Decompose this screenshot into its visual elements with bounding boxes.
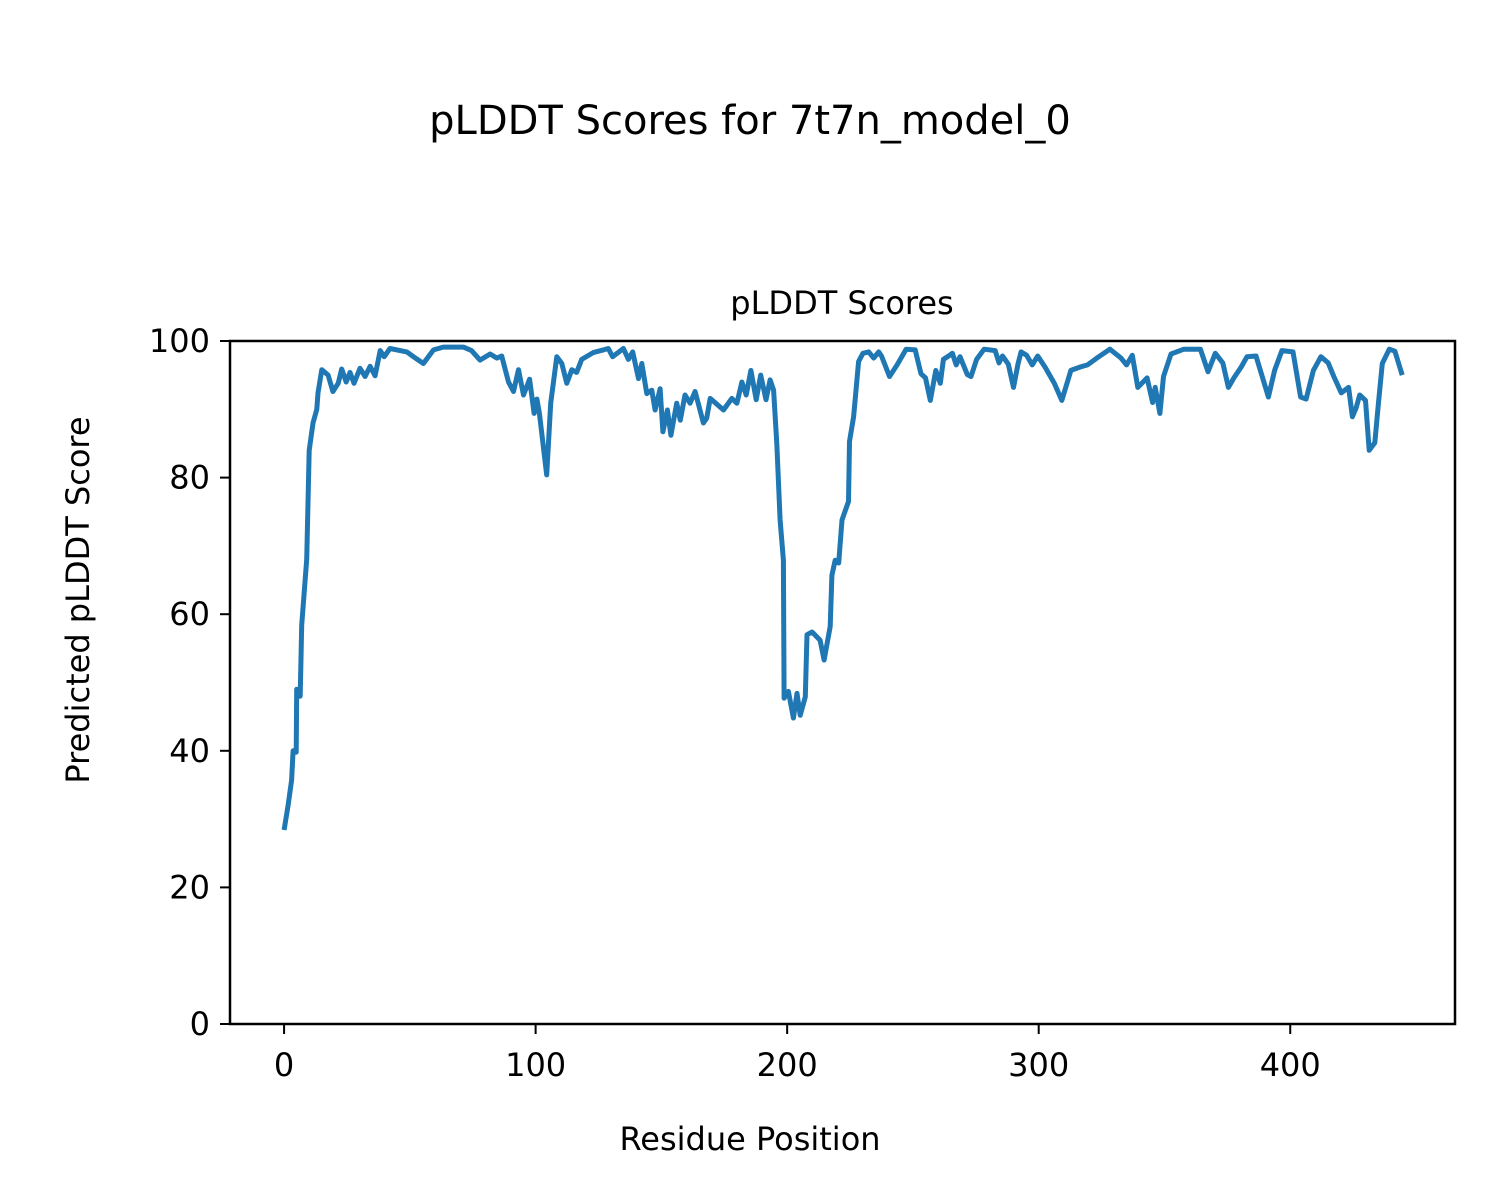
x-tick-label: 100 <box>505 1046 566 1084</box>
y-tick-label: 100 <box>149 322 210 360</box>
axes-title: pLDDT Scores <box>730 284 953 322</box>
x-axis: 0 100 200 300 400 <box>274 1024 1321 1084</box>
y-tick-label: 20 <box>169 868 210 906</box>
series-line-plddt <box>281 344 1405 831</box>
plot-area <box>281 344 1405 831</box>
x-tick-label: 400 <box>1260 1046 1321 1084</box>
y-tick-label: 40 <box>169 732 210 770</box>
y-axis: 0 20 40 60 80 100 <box>149 322 230 1043</box>
figure-title: pLDDT Scores for 7t7n_model_0 <box>429 98 1071 144</box>
y-tick-label: 0 <box>190 1005 210 1043</box>
y-tick-label: 60 <box>169 595 210 633</box>
x-tick-label: 200 <box>757 1046 818 1084</box>
y-axis-label: Predicted pLDDT Score <box>59 416 97 783</box>
x-tick-label: 0 <box>274 1046 294 1084</box>
x-tick-label: 300 <box>1008 1046 1069 1084</box>
y-tick-label: 80 <box>169 459 210 497</box>
axes-frame <box>228 339 1457 1026</box>
x-axis-label: Residue Position <box>619 1120 880 1158</box>
